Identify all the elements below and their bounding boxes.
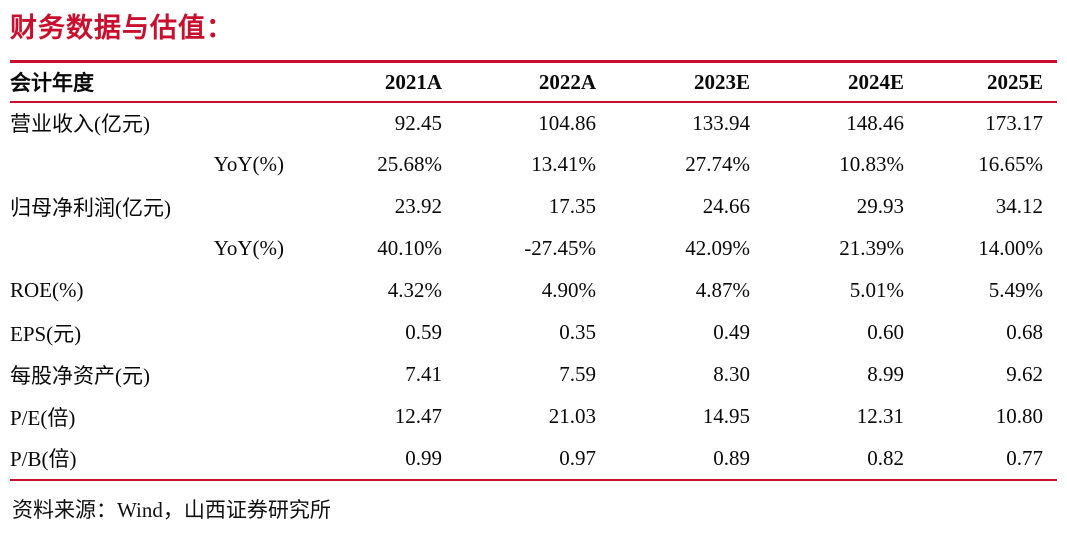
table-row-pe: P/E(倍) 12.47 21.03 14.95 12.31 10.80 xyxy=(10,396,1057,438)
cell-value: 13.41% xyxy=(531,152,596,177)
table-row-pb: P/B(倍) 0.99 0.97 0.89 0.82 0.77 xyxy=(10,438,1057,480)
cell-value: 7.41 xyxy=(405,362,442,387)
cell-value: 0.59 xyxy=(405,320,442,345)
table-row-bvps: 每股净资产(元) 7.41 7.59 8.30 8.99 9.62 xyxy=(10,354,1057,396)
table-row-roe: ROE(%) 4.32% 4.90% 4.87% 5.01% 5.49% xyxy=(10,270,1057,312)
table-row-net-profit: 归母净利润(亿元) 23.92 17.35 24.66 29.93 34.12 xyxy=(10,186,1057,228)
row-label: 营业收入(亿元) xyxy=(10,112,150,137)
cell-value: 4.87% xyxy=(695,278,750,303)
cell-value: 4.32% xyxy=(387,278,442,303)
report-financial-snippet: 财务数据与估值： 会计年度 2021A 2022A 2023E 2024E 20… xyxy=(0,12,1067,556)
row-label: 每股净资产(元) xyxy=(10,363,150,388)
cell-value: 7.59 xyxy=(559,362,596,387)
cell-value: 14.00% xyxy=(978,236,1043,261)
cell-value: 0.97 xyxy=(559,445,596,470)
col-header-2024e: 2024E xyxy=(847,69,904,94)
table-header-row: 会计年度 2021A 2022A 2023E 2024E 2025E xyxy=(10,62,1057,102)
cell-value: 173.17 xyxy=(985,110,1043,135)
cell-value: 24.66 xyxy=(702,194,750,219)
cell-value: 42.09% xyxy=(685,236,750,261)
section-title: 财务数据与估值： xyxy=(10,13,234,43)
cell-value: 27.74% xyxy=(685,152,750,177)
row-label: 归母净利润(亿元) xyxy=(10,195,171,220)
financial-data-table: 会计年度 2021A 2022A 2023E 2024E 2025E 营业收入(… xyxy=(10,60,1057,481)
cell-value: -27.45% xyxy=(524,236,596,261)
col-header-2025e: 2025E xyxy=(986,69,1043,94)
cell-value: 34.12 xyxy=(995,194,1043,219)
cell-value: 25.68% xyxy=(377,152,442,177)
cell-value: 23.92 xyxy=(394,194,442,219)
cell-value: 8.30 xyxy=(713,362,750,387)
cell-value: 10.80 xyxy=(995,404,1043,429)
cell-value: 104.86 xyxy=(538,110,596,135)
cell-value: 0.89 xyxy=(713,445,750,470)
cell-value: 148.46 xyxy=(846,110,904,135)
col-header-fiscal-year: 会计年度 xyxy=(10,72,94,96)
cell-value: 16.65% xyxy=(978,152,1043,177)
cell-value: 9.62 xyxy=(1006,362,1043,387)
cell-value: 0.99 xyxy=(405,445,442,470)
source-note: 资料来源：Wind，山西证券研究所 xyxy=(12,497,331,522)
cell-value: 40.10% xyxy=(377,236,442,261)
col-header-2022a: 2022A xyxy=(538,69,596,94)
cell-value: 4.90% xyxy=(541,278,596,303)
cell-value: 12.31 xyxy=(856,404,904,429)
cell-value: 21.39% xyxy=(839,236,904,261)
row-label: P/E(倍) xyxy=(10,405,76,430)
cell-value: 12.47 xyxy=(394,404,442,429)
cell-value: 133.94 xyxy=(692,110,750,135)
cell-value: 14.95 xyxy=(702,404,750,429)
cell-value: 29.93 xyxy=(856,194,904,219)
row-label: YoY(%) xyxy=(213,236,284,261)
row-label: YoY(%) xyxy=(213,152,284,177)
cell-value: 10.83% xyxy=(839,152,904,177)
cell-value: 0.77 xyxy=(1006,445,1043,470)
cell-value: 0.68 xyxy=(1006,320,1043,345)
row-label: EPS(元) xyxy=(10,321,82,346)
table-row-eps: EPS(元) 0.59 0.35 0.49 0.60 0.68 xyxy=(10,312,1057,354)
cell-value: 17.35 xyxy=(548,194,596,219)
cell-value: 0.82 xyxy=(867,445,904,470)
col-header-2021a: 2021A xyxy=(384,69,442,94)
cell-value: 5.01% xyxy=(849,278,904,303)
col-header-2023e: 2023E xyxy=(693,69,750,94)
table-row-revenue: 营业收入(亿元) 92.45 104.86 133.94 148.46 173.… xyxy=(10,102,1057,144)
table-row-net-profit-yoy: YoY(%) 40.10% -27.45% 42.09% 21.39% 14.0… xyxy=(10,228,1057,270)
cell-value: 21.03 xyxy=(548,404,596,429)
cell-value: 92.45 xyxy=(394,110,442,135)
cell-value: 0.49 xyxy=(713,320,750,345)
cell-value: 0.60 xyxy=(867,320,904,345)
row-label: ROE(%) xyxy=(10,278,84,303)
cell-value: 5.49% xyxy=(988,278,1043,303)
cell-value: 0.35 xyxy=(559,320,596,345)
cell-value: 8.99 xyxy=(867,362,904,387)
table-row-revenue-yoy: YoY(%) 25.68% 13.41% 27.74% 10.83% 16.65… xyxy=(10,144,1057,186)
row-label: P/B(倍) xyxy=(10,447,77,472)
